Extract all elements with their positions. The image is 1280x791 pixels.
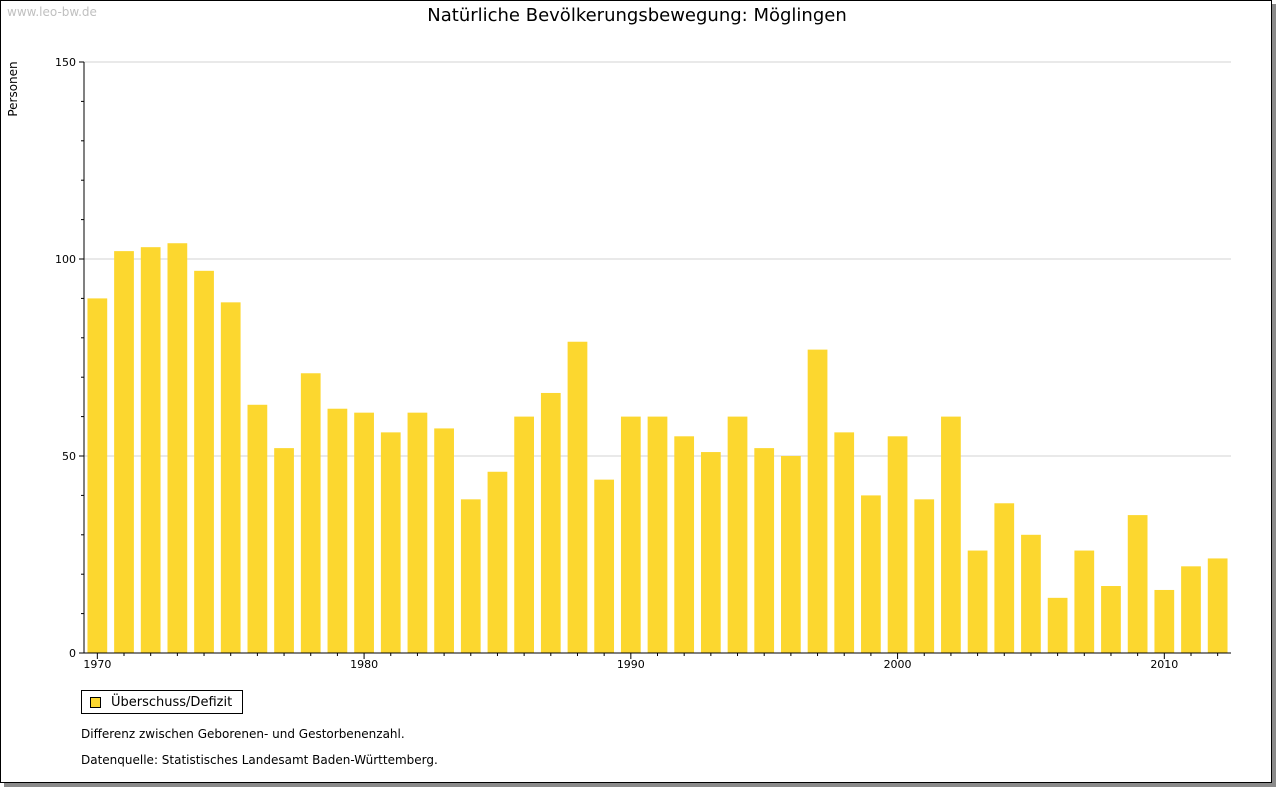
bar-1994 [727,416,748,653]
bar-2011 [1181,566,1201,653]
bars [87,243,1228,654]
y-axis-label: Personen [6,61,20,116]
bar-1998 [834,432,855,653]
bar-1971 [114,251,134,653]
bar-1989 [594,479,615,653]
bar-1983 [434,428,454,653]
watermark: www.leo-bw.de [7,5,97,19]
x-tick-label: 2010 [1150,658,1178,671]
bar-1976 [247,404,268,653]
legend-label: Überschuss/Defizit [111,694,233,710]
bar-1993 [700,452,721,653]
bar-1973 [167,243,188,654]
y-tick-label: 0 [69,647,76,660]
x-tick-label: 1970 [83,658,111,671]
bar-2003 [967,550,988,653]
bar-2007 [1074,550,1095,653]
bar-1990 [620,416,641,653]
x-tick-label: 1990 [617,658,645,671]
bar-2001 [914,499,935,653]
bar-2006 [1047,597,1068,653]
y-tick-label: 50 [62,450,76,463]
bar-2008 [1101,586,1121,653]
bar-1988 [567,341,588,653]
bar-1981 [380,432,401,653]
bar-1972 [140,247,161,653]
y-tick-label: 150 [55,56,76,69]
bar-1979 [327,408,348,653]
bar-1978 [300,373,321,653]
axes: 0 50 100 150 1970 1980 1990 2000 2010 [55,56,1231,671]
bar-1992 [674,436,695,653]
source-note: Datenquelle: Statistisches Landesamt Bad… [81,753,438,767]
bar-1985 [487,471,508,653]
legend: Überschuss/Defizit [81,690,244,714]
bar-1982 [407,412,428,653]
bar-1977 [274,448,294,653]
chart-title: Natürliche Bevölkerungsbewegung: Mögling… [427,5,847,26]
bar-2005 [1021,534,1041,653]
bar-2009 [1127,515,1148,653]
bar-1997 [807,349,828,653]
bar-2010 [1154,589,1175,653]
bar-chart: 0 50 100 150 1970 1980 1990 2000 2010 Personen [6,56,1231,671]
bar-1999 [861,495,881,653]
bar-2004 [994,503,1015,653]
bar-2012 [1207,558,1228,653]
bar-1984 [460,499,481,653]
y-tick-label: 100 [55,253,76,266]
legend-swatch [90,696,101,708]
grid-lines [84,61,1231,457]
description-note: Differenz zwischen Geborenen- und Gestor… [81,727,405,741]
bar-1986 [514,416,534,653]
x-tick-label: 1980 [350,658,378,671]
bar-1980 [354,412,374,653]
bar-1991 [647,416,668,653]
bar-1995 [754,448,775,653]
bar-1975 [220,302,241,653]
bar-1970 [87,298,108,653]
bar-1996 [781,456,801,653]
bar-1987 [540,392,561,653]
x-tick-label: 2000 [884,658,912,671]
bar-2000 [887,436,908,653]
bar-1974 [194,270,214,653]
bar-2002 [941,416,961,653]
